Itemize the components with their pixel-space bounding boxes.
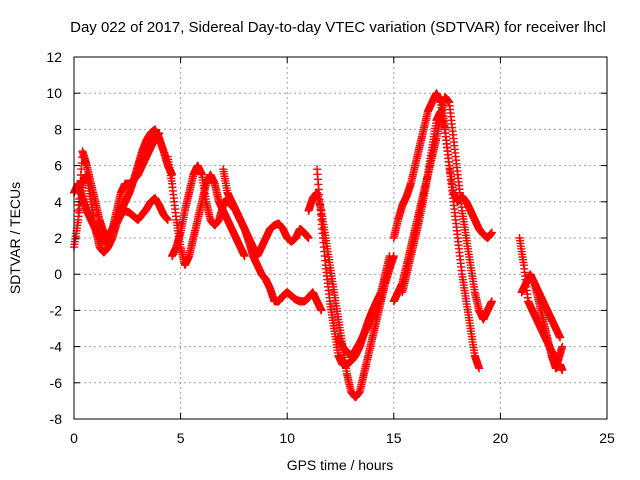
data-point [556, 333, 565, 342]
y-tick-label: 0 [54, 266, 62, 282]
y-tick-label: -6 [50, 375, 63, 391]
y-tick-label: 6 [54, 158, 62, 174]
y-axis-label: SDTVAR / TECUs [7, 182, 23, 294]
data-point [304, 234, 313, 242]
y-tick-label: 2 [54, 230, 62, 246]
y-tick-label: -2 [50, 302, 63, 318]
data-point [487, 297, 496, 306]
y-tick-label: -8 [50, 411, 63, 427]
data-point [558, 366, 567, 375]
y-tick-label: 12 [46, 49, 62, 65]
x-tick-label: 5 [177, 430, 185, 446]
chart-title: Day 022 of 2017, Sidereal Day-to-day VTE… [70, 19, 606, 36]
y-tick-label: 10 [46, 85, 62, 101]
data-point [240, 252, 249, 261]
data-point [155, 129, 164, 138]
data-point [385, 252, 394, 261]
data-point [487, 228, 496, 237]
x-tick-label: 0 [70, 430, 78, 446]
y-tick-label: 4 [54, 194, 62, 210]
x-tick-label: 10 [279, 430, 295, 446]
y-tick-label: 8 [54, 121, 62, 137]
y-tick-label: -4 [50, 339, 63, 355]
axis-ticks: 0 5 10 15 20 25 -8 -6 -4 -2 0 2 4 6 8 10 12 [46, 49, 615, 446]
x-axis-label: GPS time / hours [287, 457, 394, 473]
data-point [558, 342, 567, 351]
x-tick-label: 15 [386, 430, 402, 446]
data-point [317, 306, 326, 315]
data-point [163, 215, 172, 224]
x-tick-label: 25 [599, 430, 615, 446]
data-point [377, 291, 386, 300]
data-points [70, 89, 567, 402]
x-tick-label: 20 [493, 430, 509, 446]
data-point [475, 364, 484, 373]
